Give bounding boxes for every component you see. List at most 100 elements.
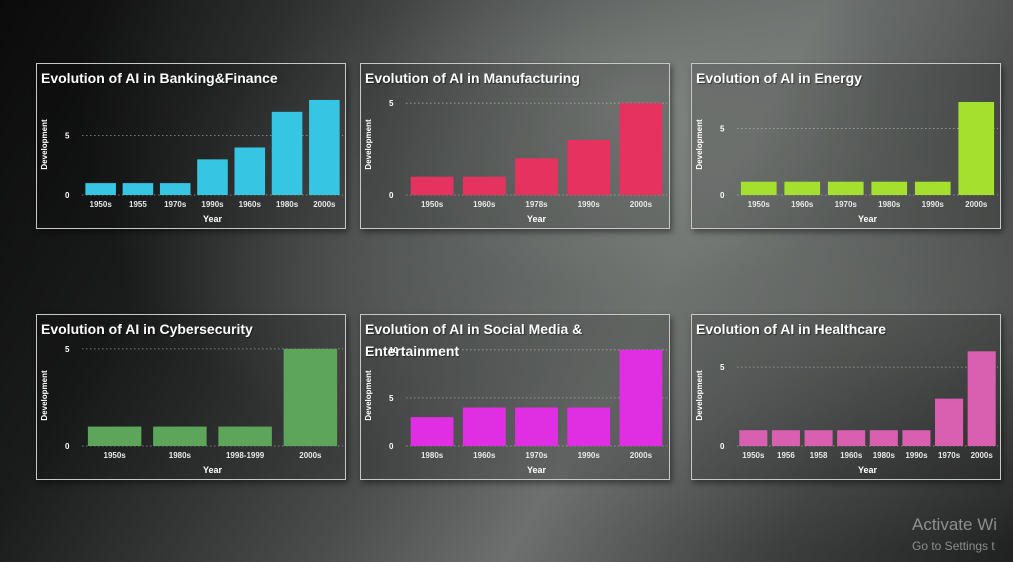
y-tick-label: 0	[65, 442, 70, 451]
bar	[837, 430, 866, 446]
chart-title: Evolution of AI in Energy	[696, 70, 862, 86]
chart-panel-healthcare[interactable]: Evolution of AI in Healthcare 0 5 Developm…	[691, 314, 1001, 480]
x-tick-label: 2000s	[965, 200, 988, 209]
bar-chart-cybersecurity: 0 5 Development 1950s 1980s 1998-1999 2000s Yea…	[40, 345, 343, 475]
y-axis-title: Development	[695, 370, 704, 421]
x-tick-label: 1998-1999	[226, 451, 265, 460]
bar	[309, 99, 340, 195]
x-tick-label: 1956	[777, 451, 795, 460]
bar	[619, 349, 663, 446]
x-tick-label: 1955	[129, 200, 147, 209]
x-tick-label: 2000s	[630, 200, 653, 209]
x-tick-label: 1978s	[525, 200, 548, 209]
x-tick-label: 1990s	[201, 200, 224, 209]
x-tick-label: 1980s	[421, 451, 444, 460]
x-tick-label: 1960s	[840, 451, 863, 460]
bar	[739, 430, 768, 446]
bar-chart-healthcare: 0 5 Development 1950s 1956 1958 1960s 1980s 1990…	[695, 351, 998, 475]
bar	[869, 430, 898, 446]
x-tick-label: 1970s	[938, 451, 961, 460]
y-tick-label: 5	[389, 394, 394, 403]
bar	[914, 181, 951, 195]
bar	[234, 147, 266, 195]
bar	[410, 417, 454, 446]
bar	[902, 430, 931, 446]
x-axis-title: Year	[203, 214, 223, 224]
x-tick-label: 1960s	[239, 200, 262, 209]
chart-panel-cybersecurity[interactable]: Evolution of AI in Cybersecurity 0 5 Devel…	[36, 314, 346, 480]
bar	[740, 181, 777, 195]
x-tick-label: 1990s	[905, 451, 928, 460]
x-tick-label: 1970s	[525, 451, 548, 460]
x-axis-title: Year	[203, 465, 223, 475]
y-tick-label: 0	[389, 442, 394, 451]
chart-panel-social-media[interactable]: Evolution of AI in Social Media & Entert…	[360, 314, 670, 480]
bar	[935, 398, 964, 446]
chart-title: Evolution of AI in Manufacturing	[365, 70, 580, 86]
y-tick-label: 0	[720, 191, 725, 200]
y-tick-label: 5	[720, 125, 725, 134]
bar	[784, 181, 821, 195]
bar	[958, 101, 995, 195]
bar	[804, 430, 833, 446]
bar	[122, 183, 154, 195]
chart-title: Evolution of AI in Banking&Finance	[41, 70, 278, 86]
x-tick-label: 1980s	[878, 200, 901, 209]
y-tick-label: 0	[720, 442, 725, 451]
x-tick-label: 1990s	[922, 200, 945, 209]
x-tick-label: 1980s	[169, 451, 192, 460]
x-tick-label: 1970s	[164, 200, 187, 209]
x-tick-label: 2000s	[299, 451, 322, 460]
x-tick-label: 1950s	[104, 451, 127, 460]
y-tick-label: 5	[720, 363, 725, 372]
bar	[159, 183, 191, 195]
y-tick-label: 0	[65, 191, 70, 200]
y-axis-title: Development	[364, 119, 373, 170]
chart-title: Evolution of AI in Social Media & Entert…	[365, 321, 583, 359]
x-tick-label: 1950s	[421, 200, 444, 209]
bar	[218, 426, 272, 446]
y-tick-label: 0	[389, 191, 394, 200]
x-tick-label: 2000s	[313, 200, 336, 209]
bar	[567, 407, 611, 446]
bar	[271, 111, 303, 195]
x-tick-label: 1980s	[276, 200, 299, 209]
y-tick-label: 5	[65, 132, 70, 141]
y-axis-title: Development	[40, 370, 49, 421]
chart-panel-manufacturing[interactable]: Evolution of AI in Manufacturing 0 5 Devel…	[360, 63, 670, 229]
watermark-line-2: Go to Settings t	[912, 539, 995, 553]
bar	[619, 103, 663, 195]
x-axis-title: Year	[858, 465, 878, 475]
x-axis-title: Year	[527, 465, 547, 475]
x-tick-label: 1960s	[473, 200, 496, 209]
bar	[153, 426, 207, 446]
bar	[85, 183, 116, 195]
chart-panel-energy[interactable]: Evolution of AI in Energy 0 5 Development 1…	[691, 63, 1001, 229]
x-tick-label: 1950s	[748, 200, 771, 209]
x-tick-label: 1950s	[90, 200, 113, 209]
bar	[87, 426, 142, 446]
windows-activation-watermark: Activate Wi Go to Settings t	[912, 514, 997, 554]
bar-chart-manufacturing: 0 5 Development 1950s 1960s 1978s 1990s 2000s Ye…	[364, 99, 667, 224]
x-tick-label: 1960s	[473, 451, 496, 460]
bar	[871, 181, 908, 195]
x-tick-label: 1980s	[873, 451, 896, 460]
bar	[967, 351, 996, 446]
bar	[462, 176, 506, 195]
x-tick-label: 1990s	[578, 200, 601, 209]
x-tick-label: 1970s	[835, 200, 858, 209]
x-tick-label: 1958	[810, 451, 828, 460]
bar	[283, 348, 338, 446]
x-axis-title: Year	[527, 214, 547, 224]
chart-panel-banking-finance[interactable]: Evolution of AI in Banking&Finance 0 5 Dev…	[36, 63, 346, 229]
x-tick-label: 1990s	[578, 451, 601, 460]
y-tick-label: 5	[389, 99, 394, 108]
bar	[197, 159, 228, 195]
bar-chart-energy: 0 5 Development 1950s 1960s 1970s 1980s 1990s 20…	[695, 101, 998, 224]
bar	[515, 407, 558, 446]
bar-chart-social-media: 0 5 10 Development 1980s 1960s 1970s 1990s 2000s…	[364, 346, 667, 475]
bar	[771, 430, 800, 446]
y-axis-title: Development	[364, 370, 373, 421]
x-tick-label: 2000s	[630, 451, 653, 460]
y-axis-title: Development	[40, 119, 49, 170]
